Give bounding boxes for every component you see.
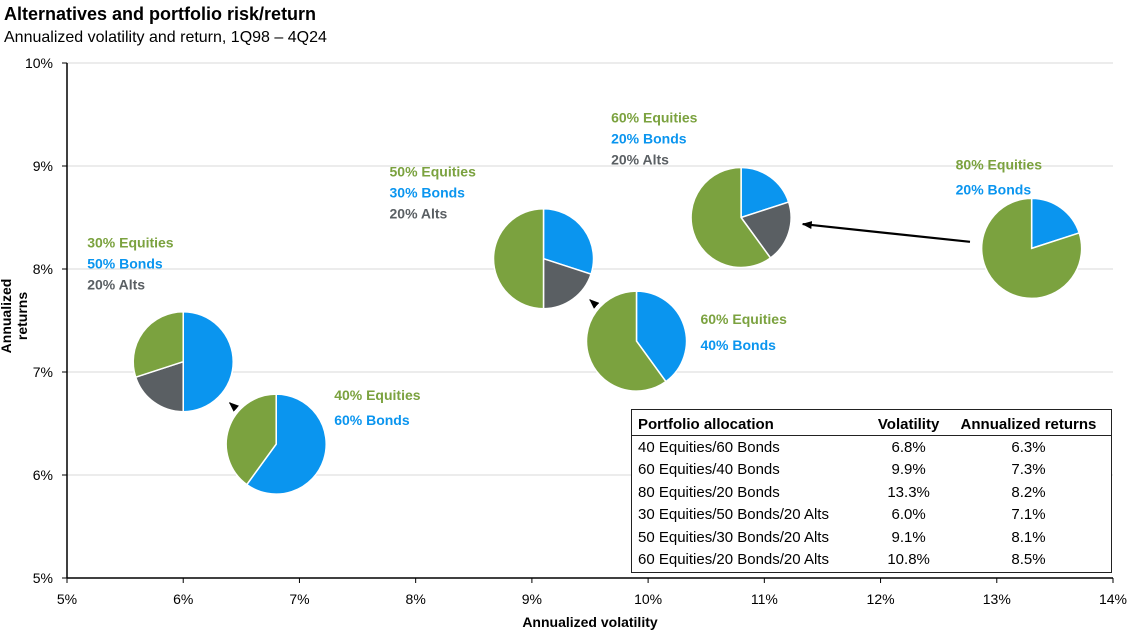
pie-slice-bonds <box>542 207 595 276</box>
y-tick-label: 5% <box>33 570 53 586</box>
x-tick-label: 12% <box>867 591 895 607</box>
x-tick-label: 14% <box>1099 591 1127 607</box>
pie-slice-alts <box>134 360 184 413</box>
cell-volatility: 9.9% <box>891 461 926 479</box>
header-portfolio-allocation: Portfolio allocation <box>638 415 774 433</box>
y-tick-label: 9% <box>33 158 53 174</box>
cell-return: 8.5% <box>1011 551 1046 569</box>
pie-slice-bonds <box>740 166 790 219</box>
cell-volatility: 13.3% <box>887 483 930 501</box>
y-axis-label: Annualized returns <box>0 278 30 354</box>
pie-slice-bonds <box>245 393 327 495</box>
table-row: 30 Equities/50 Bonds/20 Alts 6.0% 7.1% <box>632 504 1111 527</box>
pie-label: 40% Bonds <box>700 337 776 353</box>
y-tick-label: 10% <box>25 55 53 71</box>
x-tick-label: 10% <box>634 591 662 607</box>
pie-label: 20% Alts <box>611 152 669 168</box>
chart-title: Alternatives and portfolio risk/return <box>4 4 317 24</box>
x-tick-label: 7% <box>289 591 309 607</box>
allocation-table: Portfolio allocation Volatility Annualiz… <box>631 409 1112 573</box>
pie-label: 80% Equities <box>956 156 1043 172</box>
pie-label: 50% Bonds <box>87 256 163 272</box>
cell-allocation: 30 Equities/50 Bonds/20 Alts <box>638 506 829 524</box>
pie-label: 30% Bonds <box>390 185 466 201</box>
table-row: 60 Equities/40 Bonds 9.9% 7.3% <box>632 459 1111 482</box>
pie-slice-alts <box>542 257 593 310</box>
pie-label: 40% Equities <box>334 387 421 403</box>
pie-label: 20% Bonds <box>956 181 1032 197</box>
cell-return: 8.1% <box>1011 528 1046 546</box>
cell-return: 6.3% <box>1011 438 1046 456</box>
table-row: 60 Equities/20 Bonds/20 Alts 10.8% 8.5% <box>632 549 1111 572</box>
cell-allocation: 80 Equities/20 Bonds <box>638 483 780 501</box>
x-axis-label: Annualized volatility <box>522 614 658 630</box>
header-volatility: Volatility <box>877 415 940 433</box>
pie-slice-equities <box>132 310 184 379</box>
pie-label: 30% Equities <box>87 235 174 251</box>
y-tick-label: 6% <box>33 467 53 483</box>
pie-slice-equities <box>585 290 667 392</box>
x-tick-label: 11% <box>751 591 778 607</box>
allocation-arrow <box>801 221 971 243</box>
cell-allocation: 50 Equities/30 Bonds/20 Alts <box>638 528 829 546</box>
cell-allocation: 60 Equities/20 Bonds/20 Alts <box>638 551 829 569</box>
cell-volatility: 9.1% <box>891 528 926 546</box>
pie-slice-equities <box>980 197 1083 300</box>
cell-allocation: 40 Equities/60 Bonds <box>638 438 780 456</box>
cell-volatility: 6.0% <box>891 506 926 524</box>
cell-volatility: 6.8% <box>891 438 926 456</box>
pie-label: 20% Alts <box>87 277 145 293</box>
x-tick-label: 5% <box>57 591 77 607</box>
table-row: 50 Equities/30 Bonds/20 Alts 9.1% 8.1% <box>632 526 1111 549</box>
pie-label: 20% Alts <box>390 206 448 222</box>
y-tick-label: 8% <box>33 261 53 277</box>
pie-slice-equities <box>492 207 545 310</box>
pie-label: 60% Equities <box>700 311 787 327</box>
x-tick-label: 9% <box>522 591 542 607</box>
pie-slice-bonds <box>182 310 234 413</box>
pie-slice-bonds <box>635 290 688 383</box>
chart-subtitle: Annualized volatility and return, 1Q98 –… <box>4 29 327 46</box>
x-tick-label: 6% <box>173 591 193 607</box>
pie-label: 60% Equities <box>611 110 698 126</box>
header-annualized-returns: Annualized returns <box>960 415 1097 433</box>
pie-label: 20% Bonds <box>611 131 687 147</box>
table-header-row: Portfolio allocation Volatility Annualiz… <box>632 410 1111 436</box>
x-tick-label: 13% <box>983 591 1011 607</box>
pie-slice-alts <box>739 201 792 259</box>
pie-label: 50% Equities <box>390 164 477 180</box>
cell-volatility: 10.8% <box>887 551 930 569</box>
y-tick-label: 7% <box>33 364 53 380</box>
pie-slice-bonds <box>1030 197 1081 250</box>
table-row: 40 Equities/60 Bonds 6.8% 6.3% <box>632 436 1111 459</box>
cell-return: 7.3% <box>1011 461 1046 479</box>
cell-return: 8.2% <box>1011 483 1046 501</box>
pie-label: 60% Bonds <box>334 412 410 428</box>
cell-allocation: 60 Equities/40 Bonds <box>638 461 780 479</box>
pie-slice-equities <box>225 393 277 486</box>
cell-return: 7.1% <box>1011 506 1046 524</box>
x-tick-label: 8% <box>406 591 426 607</box>
pie-slice-equities <box>690 166 772 269</box>
table-row: 80 Equities/20 Bonds 13.3% 8.2% <box>632 481 1111 504</box>
